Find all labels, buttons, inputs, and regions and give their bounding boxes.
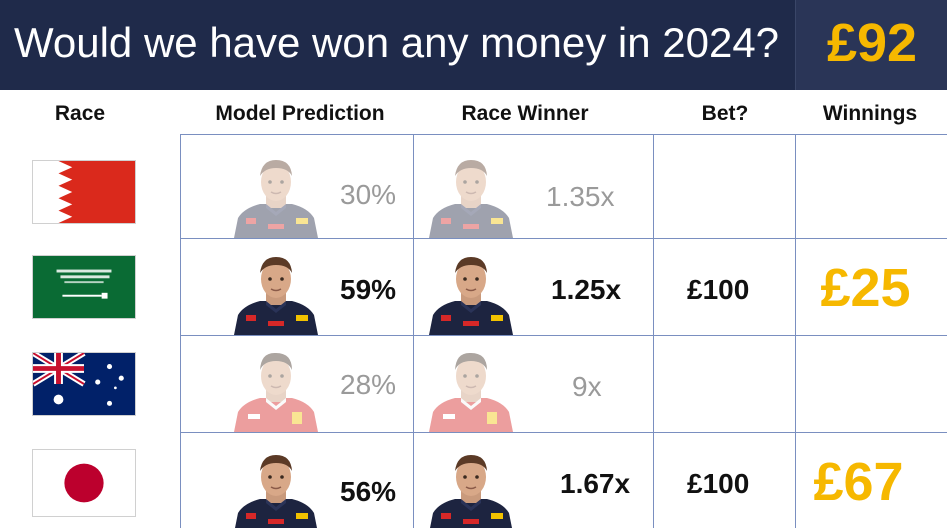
- column-header-race: Race: [54, 102, 106, 125]
- predicted-driver-portrait: [230, 340, 322, 432]
- grid-line: [180, 238, 947, 239]
- grid-line: [180, 134, 947, 135]
- winner-odds: 1.25x: [551, 274, 622, 305]
- saudi-arabia-flag-icon: [32, 255, 136, 319]
- winner-odds: 1.67x: [560, 468, 631, 499]
- title-banner: Would we have won any money in 2024? £92: [0, 0, 947, 90]
- prediction-percent: 28%: [340, 369, 397, 400]
- race-winnings: £25: [820, 258, 911, 318]
- predicted-driver-portrait: [230, 243, 322, 335]
- bet-amount: £100: [687, 274, 750, 305]
- winner-driver-portrait: [425, 243, 517, 335]
- race-winnings: £67: [813, 452, 904, 512]
- table-row: 30% 1.35x: [0, 138, 947, 238]
- column-header-prediction: Model Prediction: [215, 102, 385, 125]
- predicted-driver-portrait: [230, 441, 322, 528]
- total-winnings-value: £92: [826, 13, 918, 73]
- bet-amount: £100: [687, 468, 750, 499]
- bahrain-flag-icon: [32, 160, 136, 224]
- winner-driver-portrait: [425, 340, 517, 432]
- japan-flag-icon: [32, 449, 136, 517]
- winner-odds: 9x: [572, 371, 602, 402]
- column-header-bet: Bet?: [701, 102, 749, 125]
- prediction-percent: 56%: [340, 476, 397, 507]
- slide-title: Would we have won any money in 2024?: [14, 19, 780, 66]
- grid-line: [180, 335, 947, 336]
- column-header-winner: Race Winner: [461, 102, 589, 125]
- column-header-winnings: Winnings: [822, 102, 918, 125]
- prediction-percent: 30%: [340, 179, 397, 210]
- grid-line: [795, 134, 796, 528]
- prediction-percent: 59%: [340, 274, 397, 305]
- table-row: 56% 1.67x £100 £67: [0, 433, 947, 528]
- grid-line: [180, 432, 947, 433]
- grid-line: [413, 134, 414, 528]
- table-row: 59% 1.25x £100 £25: [0, 239, 947, 335]
- table-row: 28% 9x: [0, 336, 947, 432]
- grid-line: [653, 134, 654, 528]
- winner-driver-portrait: [425, 441, 517, 528]
- total-winnings-box: £92: [795, 0, 947, 90]
- winner-odds: 1.35x: [546, 181, 615, 212]
- australia-flag-icon: [32, 352, 136, 416]
- winner-driver-portrait: [425, 146, 517, 238]
- grid-line: [180, 134, 181, 528]
- predicted-driver-portrait: [230, 146, 322, 238]
